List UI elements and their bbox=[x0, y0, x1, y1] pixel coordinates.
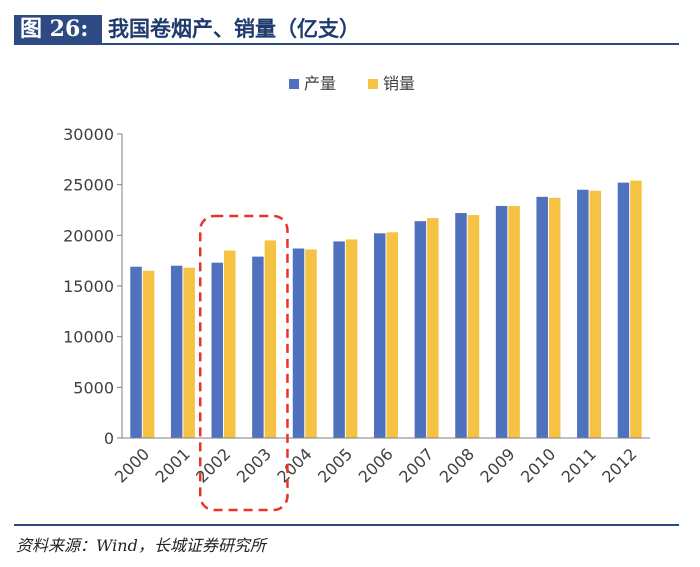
bar-sales-2005 bbox=[345, 239, 358, 438]
source-note: 资料来源：Wind，长城证券研究所 bbox=[16, 536, 266, 555]
x-tick-label: 2011 bbox=[558, 444, 600, 486]
x-tick-label: 2010 bbox=[517, 444, 559, 486]
bar-sales-2006 bbox=[386, 232, 398, 438]
bar-sales-2001 bbox=[183, 267, 195, 438]
bar-sales-2008 bbox=[467, 215, 480, 438]
x-tick-label: 2002 bbox=[192, 444, 234, 486]
y-tick-label: 0 bbox=[104, 429, 114, 448]
bar-production-2005 bbox=[333, 241, 345, 438]
chart-legend: 产量 销量 bbox=[0, 72, 700, 96]
bar-chart: 0500010000150002000025000300002000200120… bbox=[63, 125, 650, 512]
bar-production-2000 bbox=[130, 266, 142, 438]
bar-sales-2002 bbox=[224, 250, 236, 438]
y-tick-label: 20000 bbox=[63, 226, 114, 245]
figure-label: 图 26: bbox=[14, 15, 102, 44]
bar-production-2004 bbox=[292, 248, 305, 438]
bar-sales-2000 bbox=[142, 270, 155, 438]
legend-label-sales: 销量 bbox=[383, 74, 416, 93]
bar-production-2001 bbox=[170, 265, 183, 438]
figure-title: 我国卷烟产、销量（亿支） bbox=[108, 17, 360, 41]
bar-sales-2012 bbox=[630, 180, 642, 438]
bar-sales-2003 bbox=[264, 240, 277, 438]
x-tick-label: 2005 bbox=[314, 444, 356, 486]
x-tick-label: 2001 bbox=[152, 444, 194, 486]
bar-production-2012 bbox=[617, 182, 630, 438]
bar-production-2008 bbox=[455, 213, 467, 438]
bar-production-2009 bbox=[495, 205, 508, 438]
x-tick-label: 2009 bbox=[476, 444, 518, 486]
bar-sales-2010 bbox=[548, 197, 561, 438]
bar-sales-2009 bbox=[508, 205, 520, 438]
x-tick-label: 2006 bbox=[355, 444, 397, 486]
highlight-dashed-box bbox=[198, 214, 289, 512]
bar-production-2010 bbox=[536, 196, 548, 438]
bar-sales-2011 bbox=[589, 190, 602, 438]
x-tick-label: 2000 bbox=[111, 444, 153, 486]
y-tick-label: 15000 bbox=[63, 277, 114, 296]
figure-header: 图 26: 我国卷烟产、销量（亿支） bbox=[0, 0, 680, 45]
bar-sales-2004 bbox=[305, 249, 317, 438]
bar-production-2002 bbox=[211, 262, 224, 438]
x-tick-label: 2012 bbox=[598, 444, 640, 486]
bar-production-2007 bbox=[414, 221, 427, 438]
source-divider bbox=[14, 524, 679, 526]
x-tick-label: 2003 bbox=[233, 444, 275, 486]
legend-swatch-production bbox=[289, 79, 299, 89]
bar-sales-2007 bbox=[427, 218, 439, 438]
x-tick-label: 2007 bbox=[395, 444, 437, 486]
legend-label-production: 产量 bbox=[304, 74, 337, 93]
x-tick-label: 2008 bbox=[436, 444, 478, 486]
bar-production-2006 bbox=[374, 233, 386, 438]
y-tick-label: 5000 bbox=[73, 378, 114, 397]
bar-production-2011 bbox=[577, 189, 589, 438]
y-tick-label: 10000 bbox=[63, 328, 114, 347]
bar-production-2003 bbox=[252, 256, 264, 438]
title-divider bbox=[14, 43, 679, 45]
x-tick-label: 2004 bbox=[273, 444, 315, 486]
y-tick-label: 30000 bbox=[63, 125, 114, 144]
y-tick-label: 25000 bbox=[63, 176, 114, 195]
legend-swatch-sales bbox=[368, 79, 378, 89]
